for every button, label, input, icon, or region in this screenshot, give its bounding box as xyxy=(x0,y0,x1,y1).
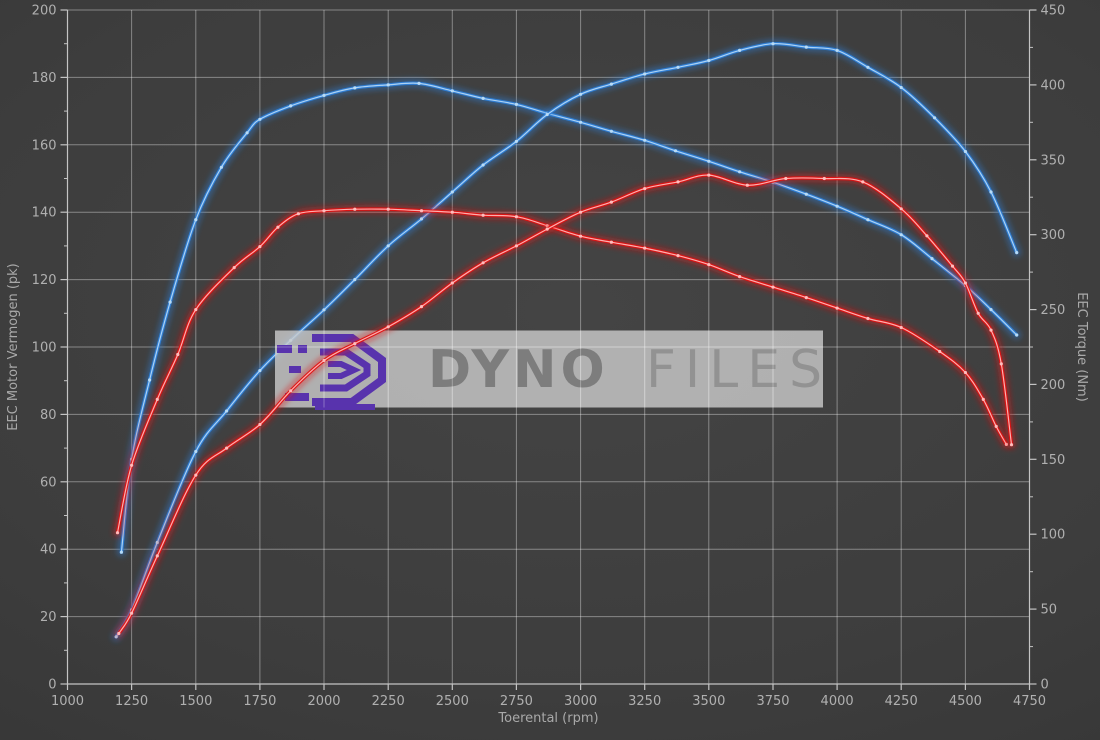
right-axis-tick-label: 100 xyxy=(1041,528,1066,543)
left-axis-title: EEC Motor Vermogen (pk) xyxy=(6,263,21,431)
left-axis-tick-label: 120 xyxy=(32,273,57,288)
gridlines xyxy=(275,330,823,408)
right-axis-tick-label: 400 xyxy=(1041,78,1066,93)
x-axis-tick-label: 1750 xyxy=(243,694,276,709)
x-axis-tick-label: 4000 xyxy=(821,694,854,709)
x-axis: 1000 1250 1500 1750 2000 2250 2500 2750 3000 3250… xyxy=(51,684,1046,709)
x-axis-tick-label: 2000 xyxy=(307,694,340,709)
x-axis-tick-label: 4750 xyxy=(1013,694,1046,709)
gridlines xyxy=(67,9,1030,684)
left-axis-tick-label: 160 xyxy=(32,138,57,153)
x-axis-title: Toerental (rpm) xyxy=(497,711,598,726)
right-axis-tick-label: 50 xyxy=(1041,603,1058,618)
right-axis-tick-label: 250 xyxy=(1041,303,1066,318)
curve-power-red xyxy=(114,170,1016,638)
x-axis-tick-label: 2500 xyxy=(436,694,469,709)
x-axis-tick-label: 2250 xyxy=(372,694,405,709)
x-axis-tick-label: 3750 xyxy=(756,694,789,709)
left-axis-tick-label: 0 xyxy=(48,678,56,693)
right-axis-tick-label: 150 xyxy=(1041,453,1066,468)
data-point-markers xyxy=(117,173,1014,636)
data-point-markers xyxy=(119,81,1019,554)
right-axis-tick-label: 450 xyxy=(1041,4,1066,19)
right-axis-tick-label: 0 xyxy=(1041,678,1049,693)
left-axis: 0 20 40 60 80 100 120 140 160 180 200 xyxy=(32,4,68,693)
x-axis-tick-label: 3250 xyxy=(628,694,661,709)
left-axis-tick-label: 100 xyxy=(32,341,57,356)
left-axis-tick-label: 20 xyxy=(40,610,57,625)
curve-power-blue xyxy=(111,39,1022,642)
right-axis-tick-label: 300 xyxy=(1041,228,1066,243)
x-axis-tick-label: 4500 xyxy=(949,694,982,709)
right-axis-tick-label: 350 xyxy=(1041,153,1066,168)
x-axis-tick-label: 1250 xyxy=(115,694,148,709)
left-axis-tick-label: 40 xyxy=(40,543,57,558)
brand-text-dyno: DYNO xyxy=(428,340,609,400)
left-axis-tick-label: 200 xyxy=(32,4,57,19)
x-axis-tick-label: 3500 xyxy=(692,694,725,709)
left-axis-tick-label: 140 xyxy=(32,206,57,221)
x-axis-tick-label: 1000 xyxy=(51,694,84,709)
x-axis-tick-label: 2750 xyxy=(500,694,533,709)
left-axis-tick-label: 60 xyxy=(40,475,57,490)
left-axis-tick-label: 180 xyxy=(32,71,57,86)
x-axis-tick-label: 1500 xyxy=(179,694,212,709)
x-axis-tick-label: 4250 xyxy=(885,694,918,709)
data-point-markers xyxy=(115,207,1009,535)
dynofiles-logo-icon xyxy=(277,334,386,410)
brand-text-files: FILES xyxy=(646,340,831,400)
x-axis-tick-label: 3000 xyxy=(564,694,597,709)
left-axis-tick-label: 80 xyxy=(40,408,57,423)
curve-torque-blue xyxy=(116,78,1022,557)
watermark: DYNO FILES xyxy=(275,330,831,410)
right-axis-title: EEC Torque (Nm) xyxy=(1074,292,1089,402)
right-axis: 0 50 100 150 200 250 300 350 400 450 xyxy=(1029,4,1066,693)
right-axis-tick-label: 200 xyxy=(1041,378,1066,393)
